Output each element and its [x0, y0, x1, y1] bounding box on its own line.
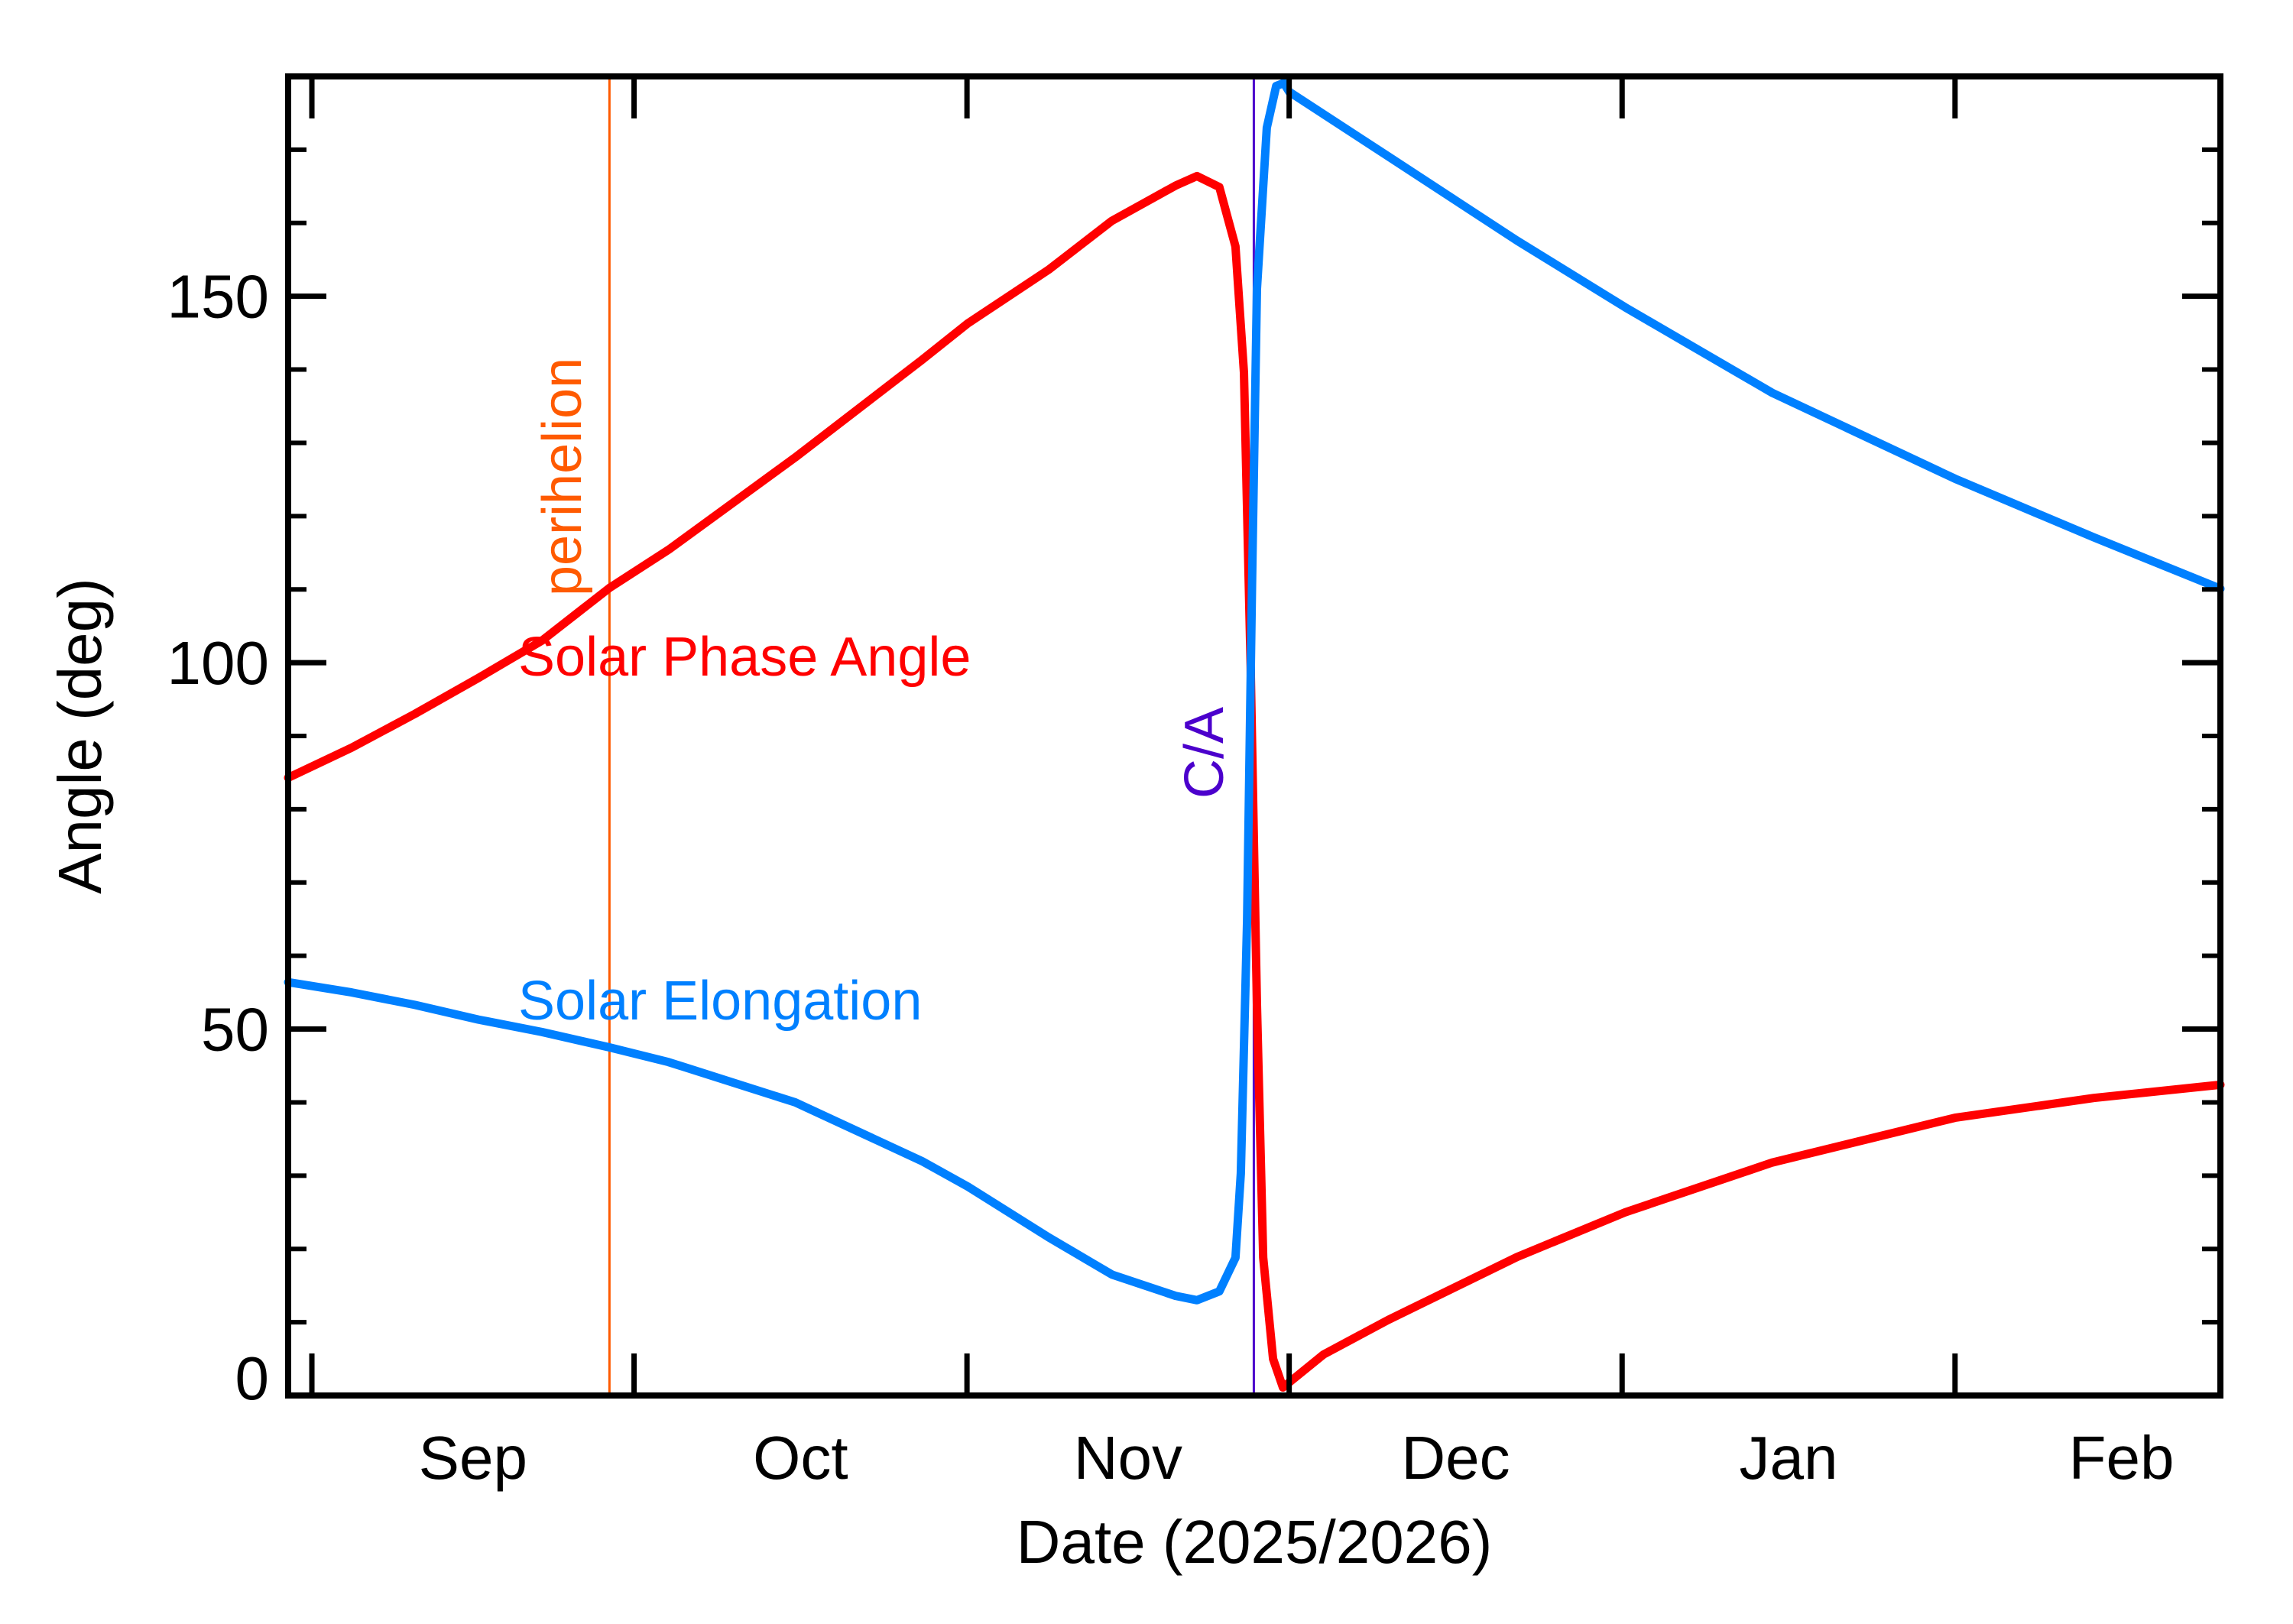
x-tick-label: Nov	[1074, 1424, 1182, 1492]
x-tick-label: Feb	[2069, 1424, 2175, 1492]
closest-approach-label: C/A	[1174, 707, 1235, 799]
perihelion-label: perihelion	[532, 358, 593, 596]
series-line-solar-phase-angle	[284, 171, 2225, 1392]
y-axis-title: Angle (deg)	[46, 578, 114, 894]
ticks: Sep Oct Nov Dec Jan Feb 0 50 100 150	[167, 76, 2220, 1492]
y-tick-label: 0	[235, 1344, 270, 1412]
series-label-solar-phase-angle: Solar Phase Angle	[518, 627, 971, 688]
marker-lines	[608, 76, 1255, 1395]
series-line-solar-elongation	[284, 79, 2225, 1305]
series-group	[284, 79, 2225, 1392]
x-axis-title: Date (2025/2026)	[1017, 1508, 1493, 1576]
y-tick-label: 150	[167, 263, 269, 331]
x-tick-label: Sep	[419, 1424, 527, 1492]
x-tick-label: Dec	[1401, 1424, 1510, 1492]
y-tick-label: 100	[167, 629, 269, 697]
y-tick-label: 50	[201, 996, 269, 1064]
x-tick-label: Jan	[1740, 1424, 1838, 1492]
x-tick-label: Oct	[753, 1424, 848, 1492]
plot-frame	[285, 73, 2223, 1399]
series-label-solar-elongation: Solar Elongation	[518, 971, 922, 1032]
